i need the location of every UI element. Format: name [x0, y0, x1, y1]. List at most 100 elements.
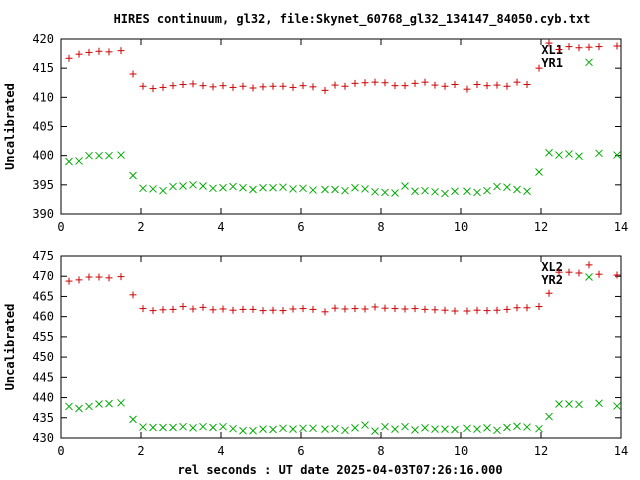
- y-tick-label: 445: [32, 370, 54, 384]
- data-point-plus: [575, 44, 583, 52]
- x-tick-label: 2: [137, 444, 144, 458]
- data-point-plus: [289, 305, 297, 313]
- data-point-cross: [149, 185, 157, 193]
- data-point-cross: [585, 273, 593, 281]
- data-point-cross: [555, 151, 563, 159]
- data-point-cross: [371, 187, 379, 196]
- data-point-cross: [411, 426, 419, 434]
- data-point-plus: [65, 277, 73, 285]
- data-point-cross: [169, 423, 177, 432]
- lower-plot: 430 435 440 445 450 455 460 465 470 475 0 2 4 6 8 10 12 1…: [3, 249, 628, 458]
- x-tick-label: 8: [377, 220, 384, 234]
- x-tick-label: 2: [137, 220, 144, 234]
- y-tick-label: 440: [32, 391, 54, 405]
- y-tick-label: 420: [32, 32, 54, 46]
- data-point-cross: [371, 427, 379, 435]
- upper-plot: 390 395 400 405 410 415 420 0 2 4 6 8 10 12 14 Uncalibr…: [3, 32, 628, 234]
- y-tick-label: 400: [32, 149, 54, 163]
- data-point-plus: [219, 82, 227, 90]
- data-point-plus: [209, 306, 217, 314]
- data-point-cross: [189, 180, 197, 189]
- data-point-cross: [209, 423, 217, 432]
- data-point-cross: [309, 424, 317, 433]
- data-point-plus: [371, 303, 379, 311]
- data-point-cross: [289, 425, 297, 433]
- plot-frame: [60, 38, 622, 215]
- data-point-plus: [595, 270, 603, 278]
- data-point-plus: [249, 84, 257, 92]
- data-point-cross: [565, 150, 573, 158]
- data-point-cross: [361, 421, 369, 429]
- data-point-cross: [351, 424, 359, 432]
- y-tick-label: 430: [32, 431, 54, 445]
- data-point-cross: [159, 186, 167, 195]
- legend-label: YR2: [541, 273, 563, 287]
- data-point-cross: [483, 186, 491, 195]
- y-tick-label: 455: [32, 330, 54, 344]
- data-point-plus: [105, 274, 113, 282]
- data-point-plus: [117, 273, 125, 281]
- x-tick-label: 8: [377, 444, 384, 458]
- data-point-cross: [391, 189, 399, 197]
- data-point-plus: [381, 304, 389, 312]
- data-point-plus: [199, 303, 207, 311]
- data-point-plus: [189, 305, 197, 313]
- data-point-plus: [199, 82, 207, 90]
- data-point-plus: [421, 78, 429, 86]
- data-point-plus: [149, 85, 157, 93]
- data-point-cross: [431, 187, 439, 196]
- data-point-plus: [493, 81, 501, 89]
- x-tick-label: 0: [57, 444, 64, 458]
- data-point-cross: [117, 151, 125, 159]
- data-point-cross: [503, 183, 511, 192]
- data-point-plus: [401, 82, 409, 90]
- data-point-plus: [331, 304, 339, 312]
- data-point-cross: [249, 185, 257, 194]
- data-point-cross: [463, 187, 471, 196]
- data-point-cross: [269, 425, 277, 434]
- data-point-cross: [65, 402, 73, 411]
- data-point-cross: [463, 424, 471, 433]
- data-point-cross: [259, 425, 267, 433]
- data-point-plus: [189, 80, 197, 88]
- data-point-plus: [169, 82, 177, 90]
- y-tick-label: 410: [32, 90, 54, 104]
- x-tick-label: 10: [454, 220, 468, 234]
- legend-label: XL2: [541, 260, 563, 274]
- data-point-cross: [513, 185, 521, 194]
- data-point-plus: [421, 305, 429, 313]
- data-point-cross: [229, 182, 237, 191]
- x-tick-label: 6: [297, 444, 304, 458]
- data-point-plus: [289, 83, 297, 91]
- data-point-cross: [381, 422, 389, 431]
- x-tick-label: 0: [57, 220, 64, 234]
- data-point-plus: [441, 306, 449, 314]
- data-point-plus: [535, 64, 543, 72]
- x-tick-label: 14: [614, 444, 628, 458]
- data-point-cross: [331, 185, 339, 194]
- data-point-cross: [179, 422, 187, 431]
- data-point-cross: [139, 184, 147, 193]
- data-point-plus: [159, 306, 167, 314]
- data-point-plus: [129, 70, 137, 78]
- data-point-cross: [85, 151, 93, 160]
- data-point-cross: [535, 168, 543, 176]
- y-tick-label: 435: [32, 411, 54, 425]
- data-point-plus: [65, 54, 73, 62]
- data-point-plus: [483, 82, 491, 90]
- data-point-plus: [535, 303, 543, 311]
- data-point-plus: [575, 269, 583, 277]
- x-tick-label: 6: [297, 220, 304, 234]
- data-point-cross: [249, 426, 257, 435]
- data-point-cross: [299, 184, 307, 193]
- data-point-plus: [555, 268, 563, 276]
- data-point-plus: [139, 305, 147, 313]
- data-point-plus: [381, 79, 389, 87]
- data-point-cross: [483, 424, 491, 432]
- data-point-cross: [65, 157, 73, 166]
- x-axis-label: rel seconds : UT date 2025-04-03T07:26:1…: [177, 463, 502, 477]
- data-point-cross: [555, 400, 563, 408]
- data-point-plus: [555, 46, 563, 53]
- data-point-cross: [159, 423, 167, 432]
- y-axis-label: Uncalibrated: [3, 304, 17, 391]
